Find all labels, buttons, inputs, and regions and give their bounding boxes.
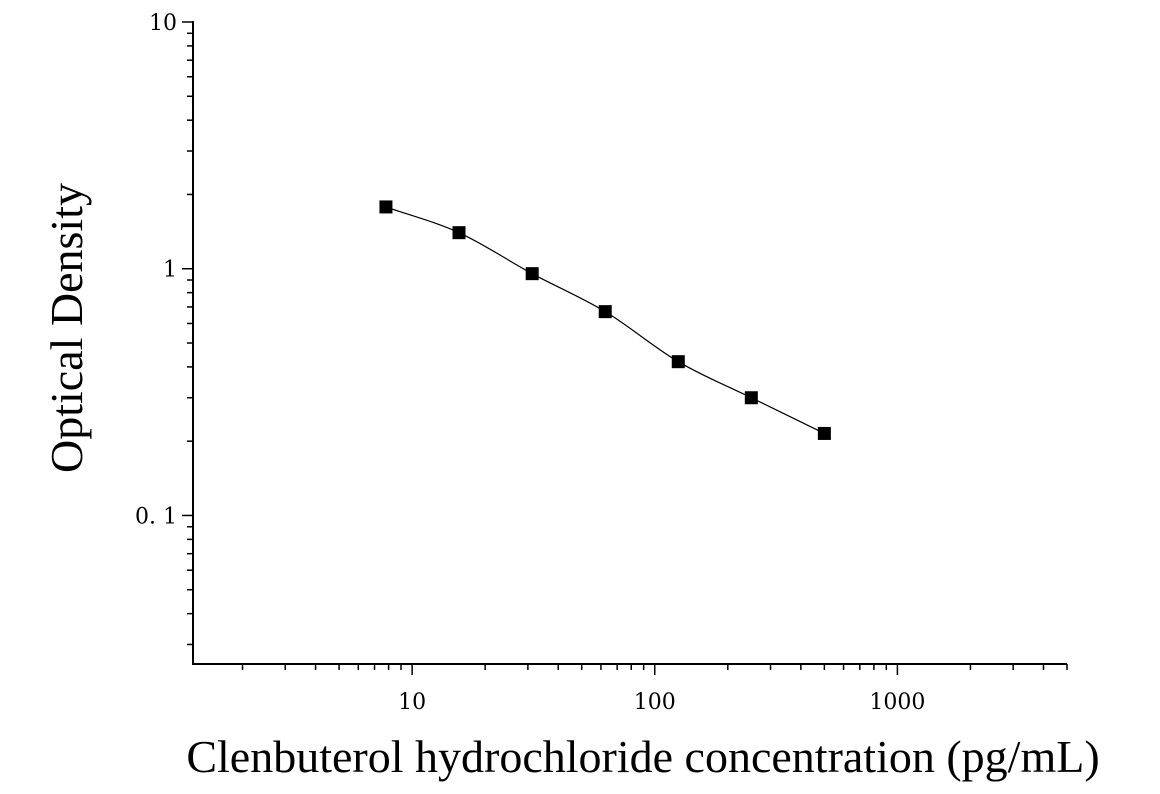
data-point	[525, 267, 539, 281]
data-point	[744, 391, 758, 405]
data-point	[817, 426, 831, 440]
y-tick-label: 0. 1	[135, 504, 177, 529]
data-point	[598, 305, 612, 319]
axes: 10 100 1000 0. 1 1 10	[135, 11, 1068, 715]
fit-curve	[385, 206, 825, 434]
x-tick-label: 100	[634, 690, 676, 715]
data-points-layer	[379, 200, 831, 440]
y-axis-title: Optical Density	[41, 183, 92, 473]
y-tick-label: 10	[149, 11, 177, 36]
fit-curve-layer	[385, 206, 825, 434]
x-axis-title: Clenbuterol hydrochloride concentration …	[186, 731, 1099, 782]
data-point	[671, 355, 685, 369]
data-point	[452, 226, 466, 240]
x-tick-label: 10	[398, 690, 426, 715]
data-point	[379, 200, 393, 214]
x-tick-label: 1000	[869, 690, 925, 715]
y-tick-label: 1	[163, 258, 177, 283]
